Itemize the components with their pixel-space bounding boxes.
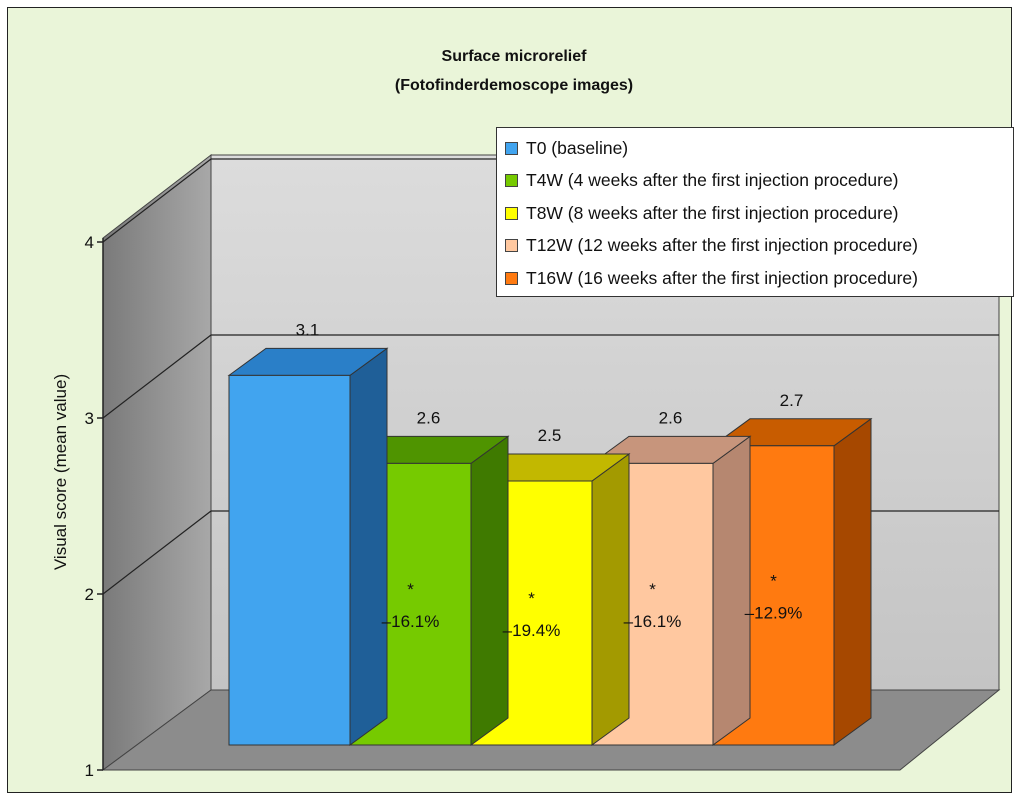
- legend-label: T16W (16 weeks after the first injection…: [526, 267, 918, 288]
- value-label: 2.6: [417, 408, 441, 427]
- legend-item: T0 (baseline): [505, 132, 1013, 165]
- bar: [228, 374, 351, 746]
- change-label: –19.4%: [503, 621, 561, 640]
- legend-swatch: [505, 174, 518, 188]
- value-label: 2.6: [659, 408, 683, 427]
- legend-item: T12W (12 weeks after the first injection…: [505, 230, 1013, 263]
- legend-swatch: [505, 239, 518, 253]
- side-wall: [102, 153, 212, 771]
- legend-label: T4W (4 weeks after the first injection p…: [526, 170, 899, 191]
- change-label: –16.1%: [382, 612, 440, 631]
- gridline-side: [102, 158, 212, 243]
- bar-side: [712, 435, 751, 746]
- change-label: –16.1%: [624, 612, 682, 631]
- legend-item: T16W (16 weeks after the first injection…: [505, 262, 1013, 295]
- bar-side: [591, 453, 630, 746]
- chart-title: Surface microrelief: [442, 48, 588, 65]
- legend-label: T8W (8 weeks after the first injection p…: [526, 202, 899, 223]
- y-tick-label: 3: [85, 409, 94, 428]
- value-label: 3.1: [296, 320, 320, 339]
- legend-item: T4W (4 weeks after the first injection p…: [505, 165, 1013, 198]
- change-label: –12.9%: [745, 603, 803, 622]
- bar-side: [349, 347, 388, 746]
- value-label: 2.7: [780, 391, 804, 410]
- legend: T0 (baseline) T4W (4 weeks after the firs…: [496, 127, 1014, 297]
- y-axis-label: Visual score (mean value): [51, 374, 70, 570]
- significance-label: *: [407, 580, 414, 599]
- chart-subtitle: (Fotofinderdemoscope images): [395, 77, 633, 94]
- legend-swatch: [505, 141, 518, 155]
- legend-item: T8W (8 weeks after the first injection p…: [505, 197, 1013, 230]
- legend-label: T12W (12 weeks after the first injection…: [526, 235, 918, 256]
- y-tick-label: 4: [85, 233, 94, 252]
- bar-side: [833, 417, 872, 746]
- y-tick-label: 1: [85, 761, 94, 780]
- value-label: 2.5: [538, 426, 562, 445]
- bar-group: [227, 347, 389, 746]
- legend-label: T0 (baseline): [526, 137, 629, 158]
- significance-label: *: [649, 580, 656, 599]
- gridline-side: [102, 334, 212, 419]
- y-tick-label: 2: [85, 585, 94, 604]
- bar-side: [470, 435, 509, 746]
- significance-label: *: [770, 571, 777, 590]
- legend-swatch: [505, 271, 518, 285]
- legend-swatch: [505, 206, 518, 220]
- significance-label: *: [528, 589, 535, 608]
- gridline-side: [102, 510, 212, 595]
